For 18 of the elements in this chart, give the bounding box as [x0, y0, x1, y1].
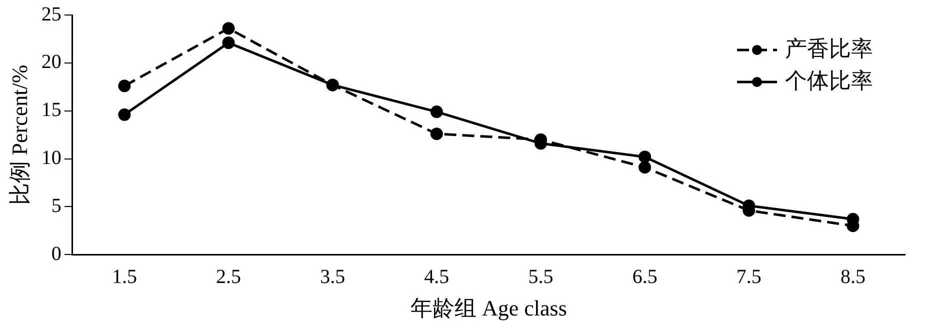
y-tick-label: 5 — [51, 194, 62, 217]
x-tick-label: 4.5 — [424, 266, 450, 288]
x-axis-title: 年龄组 Age class — [410, 296, 567, 321]
x-tick-label: 1.5 — [112, 266, 137, 288]
y-tick-label: 20 — [41, 51, 62, 74]
x-tick-label: 7.5 — [736, 266, 762, 288]
legend-label: 产香比率 — [785, 36, 873, 61]
x-tick-label: 3.5 — [320, 266, 346, 288]
x-tick-label: 8.5 — [840, 266, 866, 288]
legend-label: 个体比率 — [785, 68, 873, 93]
y-tick-label: 15 — [41, 99, 62, 122]
x-tick-label: 5.5 — [528, 266, 554, 288]
y-tick-label: 10 — [41, 147, 62, 170]
y-tick-label: 0 — [51, 242, 62, 265]
y-tick-label: 25 — [41, 3, 62, 26]
y-axis-title: 比例 Percent/% — [6, 64, 32, 205]
x-tick-label: 6.5 — [632, 266, 658, 288]
x-tick-label: 2.5 — [216, 266, 242, 288]
